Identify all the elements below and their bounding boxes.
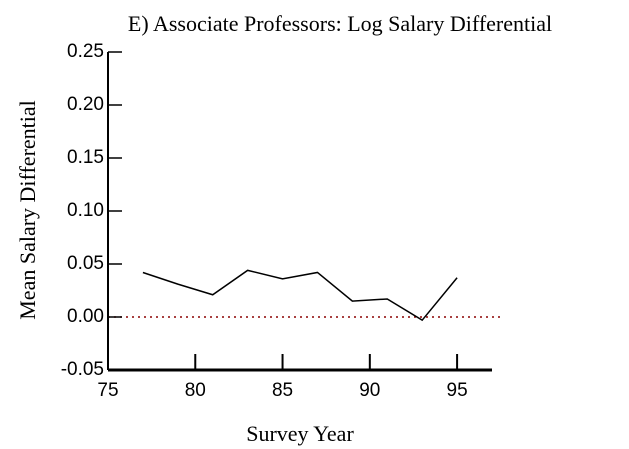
x-tick-label: 75 [97,380,118,401]
x-tick-label: 95 [447,380,468,401]
y-tick-label: 0.20 [67,94,104,115]
x-tick-label: 90 [359,380,380,401]
x-tick-label: 85 [272,380,293,401]
line-series [143,270,457,320]
y-tick-label: 0.25 [67,41,104,62]
x-axis-label: Survey Year [246,421,354,446]
chart-title: E) Associate Professors: Log Salary Diff… [128,11,552,36]
y-tick-label: -0.05 [61,359,104,380]
y-tick-label: 0.05 [67,253,104,274]
y-axis-label: Mean Salary Differential [15,100,40,320]
y-tick-label: 0.15 [67,147,104,168]
y-tick-label: 0.10 [67,200,104,221]
y-tick-label: 0.00 [67,306,104,327]
chart: E) Associate Professors: Log Salary Diff… [0,0,629,449]
x-tick-label: 80 [185,380,206,401]
